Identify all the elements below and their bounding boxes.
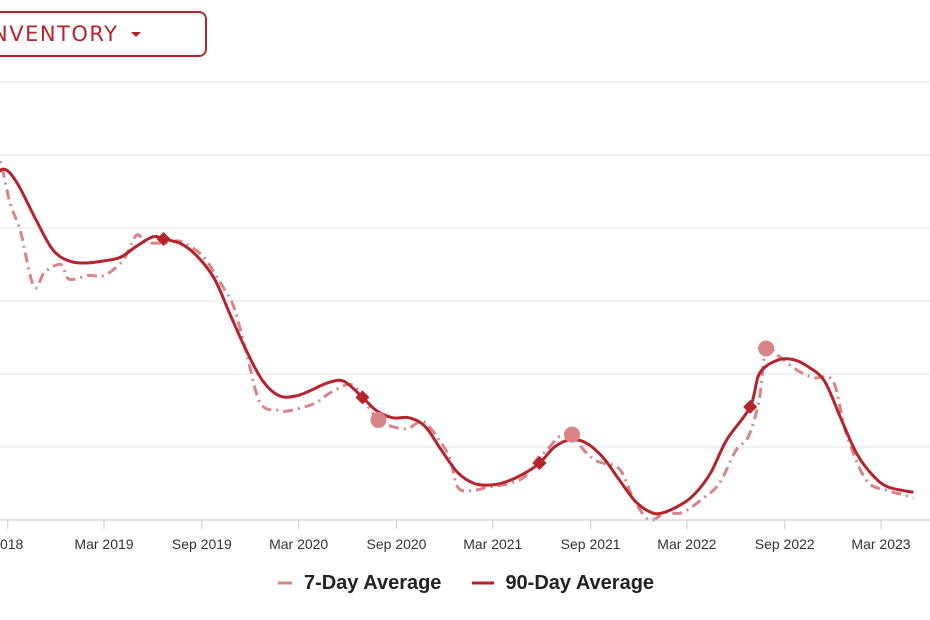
series-layer bbox=[0, 157, 914, 522]
legend-label-90day: 90-Day Average bbox=[505, 571, 655, 594]
series-90day-marker bbox=[743, 399, 758, 414]
legend-dash-icon bbox=[277, 581, 292, 585]
x-tick-label: Sep 2021 bbox=[561, 536, 621, 552]
inventory-dropdown[interactable]: NVENTORY bbox=[0, 11, 207, 57]
dropdown-label: NVENTORY bbox=[0, 22, 119, 46]
legend-label-7day: 7-Day Average bbox=[303, 571, 442, 594]
x-tick-label: Sep 2020 bbox=[367, 536, 427, 552]
series-7day-marker bbox=[370, 411, 387, 428]
legend: 7-Day Average 90-Day Average bbox=[0, 570, 930, 596]
series-90day-line bbox=[0, 167, 914, 516]
x-tick-label: Sep 2022 bbox=[755, 536, 815, 552]
series-7day-line bbox=[0, 157, 914, 522]
series-90day-marker bbox=[156, 231, 171, 246]
x-tick-label: Sep 2019 bbox=[172, 536, 232, 552]
x-tick-label: Mar 2020 bbox=[269, 536, 328, 552]
series-7day-marker bbox=[758, 340, 775, 357]
x-tick-label: Mar 2023 bbox=[851, 536, 910, 552]
x-axis: 2018 Mar 2019 Sep 2019 Mar 2020 Sep 2020 Mar … bbox=[0, 519, 930, 552]
gridlines bbox=[0, 81, 930, 448]
line-chart: 2018 Mar 2019 Sep 2019 Mar 2020 Sep 2020 Mar … bbox=[0, 81, 930, 552]
x-tick-label: Mar 2019 bbox=[74, 536, 133, 552]
legend-item-7day[interactable]: 7-Day Average bbox=[276, 572, 441, 595]
x-tick-label: 2018 bbox=[0, 536, 24, 552]
series-90day-marker bbox=[355, 390, 370, 405]
legend-line-icon bbox=[472, 581, 495, 585]
x-tick-label: Mar 2021 bbox=[463, 536, 522, 552]
legend-item-90day[interactable]: 90-Day Average bbox=[471, 572, 654, 595]
series-7day-marker bbox=[564, 426, 581, 443]
series-90day-marker bbox=[532, 456, 547, 471]
x-tick-label: Mar 2022 bbox=[657, 536, 716, 552]
caret-down-icon bbox=[130, 31, 141, 37]
